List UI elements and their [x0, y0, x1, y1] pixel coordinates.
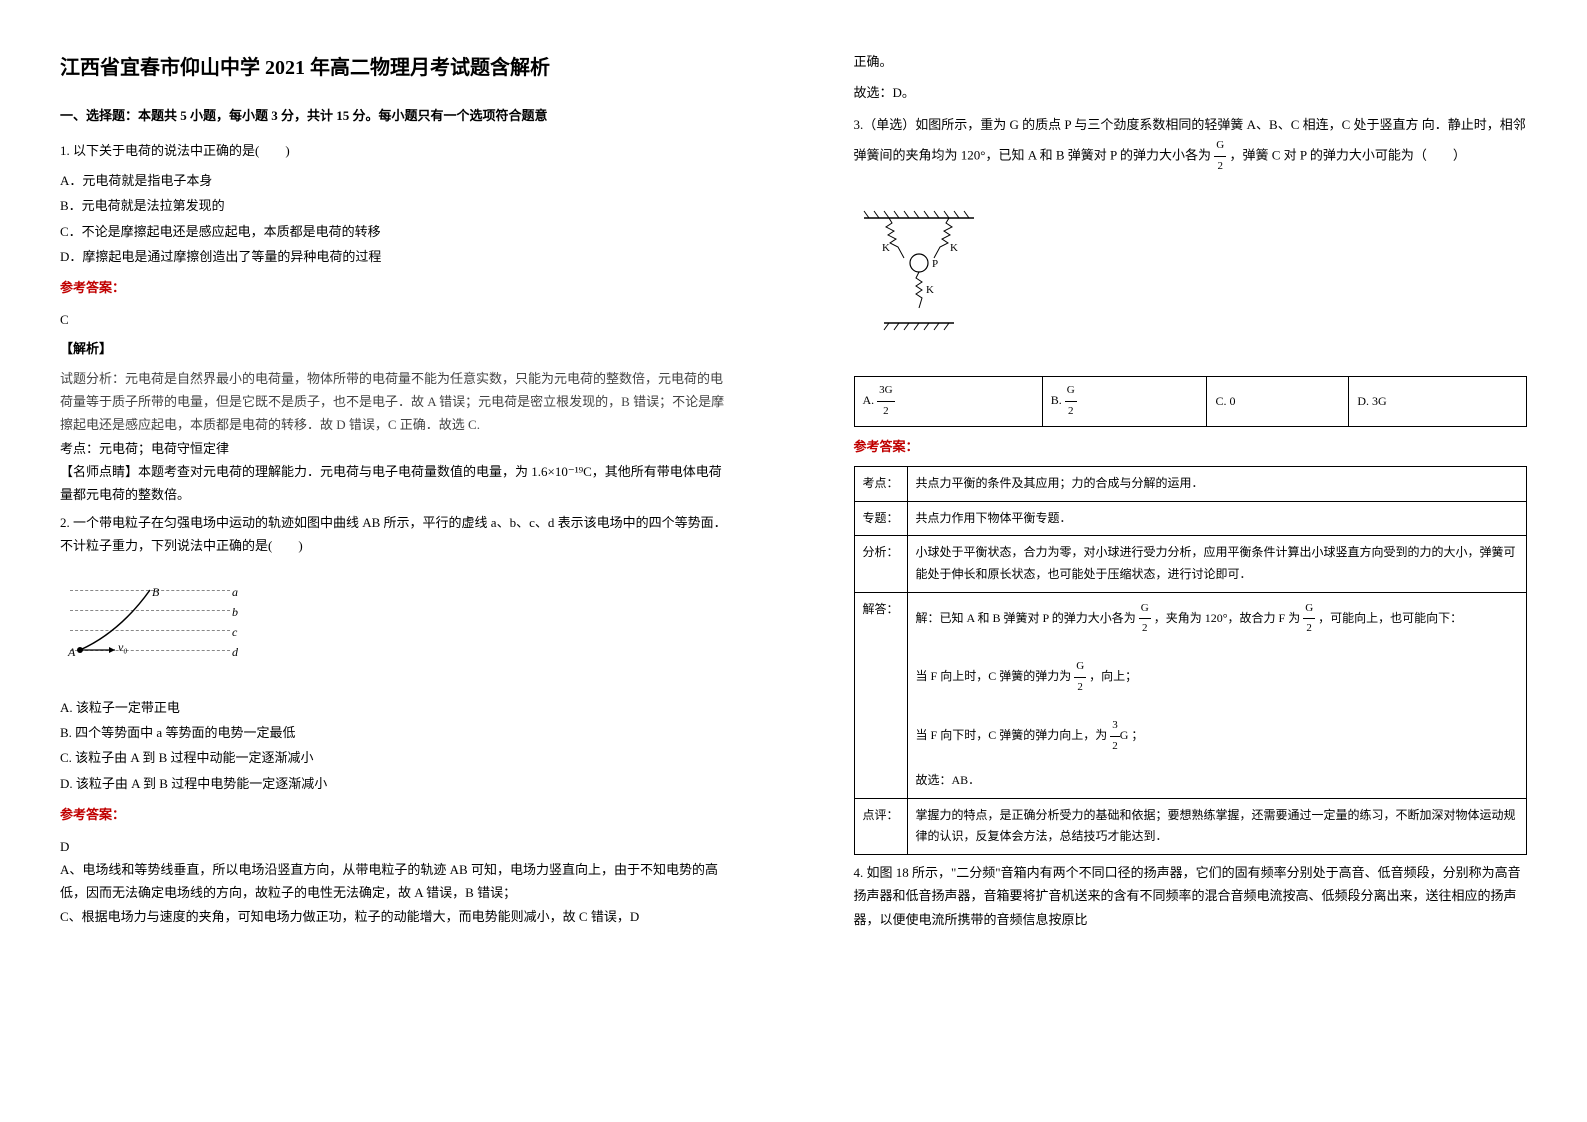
q1-analysis-label: 【解析】 [60, 337, 734, 360]
dianping-text: 掌握力的特点，是正确分析受力的基础和依据；要想熟练掌握，还需要通过一定量的练习，… [907, 798, 1526, 854]
q2-answer: D [60, 835, 734, 858]
fenxi-label: 分析： [854, 536, 907, 592]
q2-diagram: B A v₀ a b c d [60, 568, 734, 686]
q3-answer-label: 参考答案： [854, 435, 1528, 458]
q4-text: 4. 如图 18 所示，"二分频"音箱内有两个不同口径的扬声器，它们的固有频率分… [854, 861, 1528, 931]
table-row: 分析： 小球处于平衡状态，合力为零，对小球进行受力分析，应用平衡条件计算出小球竖… [854, 536, 1527, 592]
q2-answer-label: 参考答案： [60, 803, 734, 826]
q2-label-v0: v₀ [118, 637, 128, 659]
table-row: 点评： 掌握力的特点，是正确分析受力的基础和依据；要想熟练掌握，还需要通过一定量… [854, 798, 1527, 854]
q3-spring-svg: K K P K [854, 203, 994, 343]
q2-label-B: B [152, 582, 159, 604]
fenxi-text: 小球处于平衡状态，合力为零，对小球进行受力分析，应用平衡条件计算出小球竖直方向受… [907, 536, 1526, 592]
document-title: 江西省宜春市仰山中学 2021 年高二物理月考试题含解析 [60, 50, 734, 86]
q1-optA: A．元电荷就是指电子本身 [60, 169, 734, 192]
q3-P: P [932, 258, 938, 270]
q1-optB: B．元电荷就是法拉第发现的 [60, 194, 734, 217]
q2-stem: 2. 一个带电粒子在匀强电场中运动的轨迹如图中曲线 AB 所示，平行的虚线 a、… [60, 511, 734, 558]
q3-optD: D. 3G [1349, 377, 1527, 427]
q3-analysis-table: 考点： 共点力平衡的条件及其应用；力的合成与分解的运用． 专题： 共点力作用下物… [854, 466, 1528, 855]
q2-optC: C. 该粒子由 A 到 B 过程中动能一定逐渐减小 [60, 746, 734, 769]
kaodian-text: 共点力平衡的条件及其应用；力的合成与分解的运用． [907, 467, 1526, 502]
q1-stem: 1. 以下关于电荷的说法中正确的是( ) [60, 139, 734, 162]
q2-label-A: A [68, 642, 75, 664]
q2-explain1: A、电场线和等势线垂直，所以电场沿竖直方向，从带电粒子的轨迹 AB 可知，电场力… [60, 858, 734, 905]
jieda-text: 解：已知 A 和 B 弹簧对 P 的弹力大小各为 G2 ，夹角为 120°，故合… [907, 592, 1526, 798]
kaodian-label: 考点： [854, 467, 907, 502]
q1-answer-label: 参考答案： [60, 276, 734, 299]
q3-stem: 3.（单选）如图所示，重为 G 的质点 P 与三个劲度系数相同的轻弹簧 A、B、… [854, 113, 1528, 177]
q2-optB: B. 四个等势面中 a 等势面的电势一定最低 [60, 721, 734, 744]
q3-K-left: K [882, 242, 890, 254]
q2-optA: A. 该粒子一定带正电 [60, 696, 734, 719]
zhuanti-label: 专题： [854, 501, 907, 536]
jieda-label: 解答： [854, 592, 907, 798]
q3-optB: B. G2 [1042, 377, 1207, 427]
q2-label-a: a [232, 582, 238, 604]
q2-explain2: C、根据电场力与速度的夹角，可知电场力做正功，粒子的动能增大，而电势能则减小，故… [60, 905, 734, 928]
table-row: 考点： 共点力平衡的条件及其应用；力的合成与分解的运用． [854, 467, 1527, 502]
right-continue-2: 故选：D。 [854, 81, 1528, 104]
q1-kaodian: 考点：元电荷；电荷守恒定律 [60, 437, 734, 460]
section-header: 一、选择题：本题共 5 小题，每小题 3 分，共计 15 分。每小题只有一个选项… [60, 104, 734, 127]
left-column: 江西省宜春市仰山中学 2021 年高二物理月考试题含解析 一、选择题：本题共 5… [0, 0, 794, 1122]
q3-stem-p3: ，弹簧 C 对 P 的弹力大小可能为（ ） [1230, 147, 1466, 162]
q3-diagram: K K P K [854, 187, 1528, 366]
q3-frac-G2: G2 [1214, 136, 1226, 177]
zhuanti-text: 共点力作用下物体平衡专题． [907, 501, 1526, 536]
table-row: 专题： 共点力作用下物体平衡专题． [854, 501, 1527, 536]
q2-label-c: c [232, 622, 237, 644]
q3-K-bottom: K [926, 284, 934, 296]
q3-optC: C. 0 [1207, 377, 1349, 427]
q3-K-right: K [950, 242, 958, 254]
q2-optD: D. 该粒子由 A 到 B 过程中电势能一定逐渐减小 [60, 772, 734, 795]
q1-answer: C [60, 308, 734, 331]
right-continue-1: 正确。 [854, 50, 1528, 73]
q2-curve-svg [60, 582, 240, 672]
q3-stem-p1: 3.（单选）如图所示，重为 G 的质点 P 与三个劲度系数相同的轻弹簧 A、B、… [854, 117, 1419, 132]
q1-teacher-note: 【名师点睛】本题考查对元电荷的理解能力．元电荷与电子电荷量数值的电量，为 1.6… [60, 460, 734, 507]
q3-optA: A. 3G2 [854, 377, 1042, 427]
q3-options-table: A. 3G2 B. G2 C. 0 D. 3G [854, 376, 1528, 427]
q1-analysis-text: 试题分析：元电荷是自然界最小的电荷量，物体所带的电荷量不能为任意实数，只能为元电… [60, 367, 734, 437]
table-row: 解答： 解：已知 A 和 B 弹簧对 P 的弹力大小各为 G2 ，夹角为 120… [854, 592, 1527, 798]
q2-label-d: d [232, 642, 238, 664]
q1-optC: C．不论是摩擦起电还是感应起电，本质都是电荷的转移 [60, 220, 734, 243]
q1-optD: D．摩擦起电是通过摩擦创造出了等量的异种电荷的过程 [60, 245, 734, 268]
q2-label-b: b [232, 602, 238, 624]
dianping-label: 点评： [854, 798, 907, 854]
right-column: 正确。 故选：D。 3.（单选）如图所示，重为 G 的质点 P 与三个劲度系数相… [794, 0, 1587, 1122]
